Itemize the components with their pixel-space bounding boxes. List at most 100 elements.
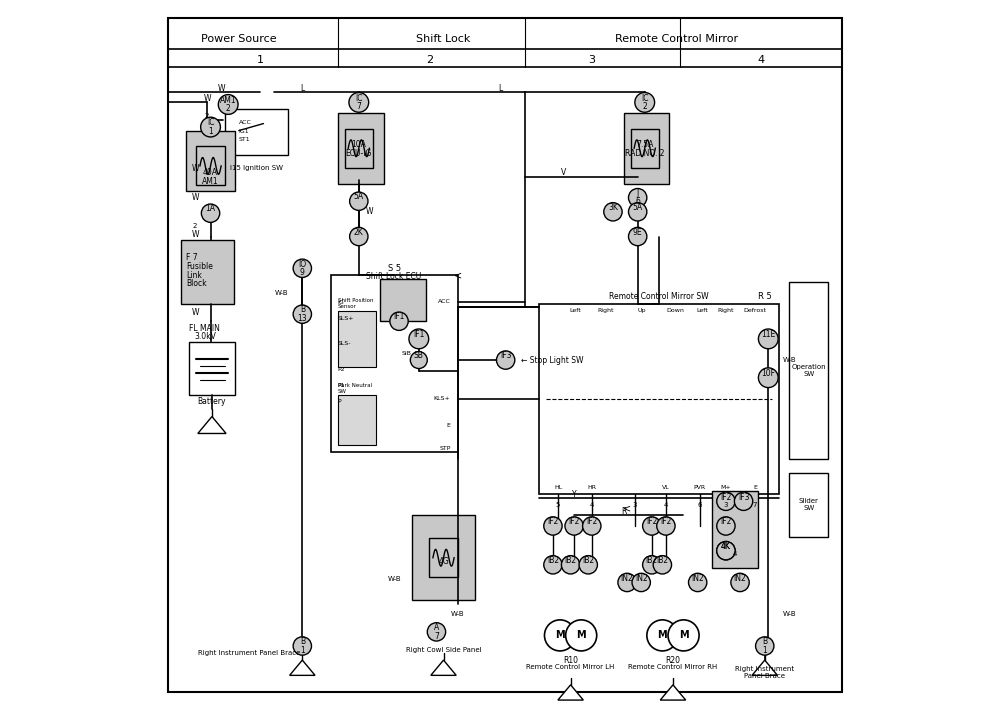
Text: F 7: F 7 [186, 253, 197, 262]
Text: M: M [555, 630, 565, 640]
Circle shape [409, 329, 429, 349]
Text: <: < [454, 270, 462, 280]
Text: IB2: IB2 [656, 556, 668, 565]
Text: 2: 2 [642, 102, 647, 111]
Text: Remote Control Mirror LH: Remote Control Mirror LH [526, 664, 615, 670]
Text: SLS-: SLS- [338, 341, 351, 347]
Circle shape [756, 637, 774, 655]
Text: P1: P1 [338, 383, 345, 388]
Circle shape [293, 637, 311, 655]
Text: ACC: ACC [438, 299, 451, 304]
Text: IF3: IF3 [500, 352, 511, 360]
Text: Shift Position
Sensor: Shift Position Sensor [338, 298, 373, 309]
Text: W: W [191, 308, 199, 316]
Text: IF1: IF1 [413, 330, 424, 339]
Text: KLS+: KLS+ [434, 396, 451, 402]
Text: IF2: IF2 [547, 517, 559, 526]
Text: 4: 4 [589, 502, 594, 508]
Text: 2: 2 [426, 55, 433, 65]
Circle shape [583, 517, 601, 535]
Circle shape [390, 312, 408, 330]
Text: Down: Down [667, 308, 685, 313]
Bar [712, 491, 758, 568]
Text: 40A: 40A [203, 169, 218, 177]
Text: FL MAIN: FL MAIN [189, 324, 220, 333]
Text: 5A: 5A [633, 203, 643, 212]
Bar [196, 146, 225, 185]
Text: AM1: AM1 [202, 177, 219, 186]
Text: W: W [191, 230, 199, 239]
Circle shape [293, 305, 311, 323]
Text: 1: 1 [208, 127, 213, 136]
Text: 4: 4 [664, 502, 668, 508]
Text: Remote Control Mirror SW: Remote Control Mirror SW [609, 292, 709, 301]
Text: 2: 2 [193, 223, 197, 229]
Polygon shape [198, 417, 226, 433]
Text: W-B: W-B [782, 357, 796, 363]
Text: IB2: IB2 [646, 556, 658, 565]
Text: 13: 13 [298, 314, 307, 323]
Circle shape [201, 204, 220, 222]
Text: W-B: W-B [451, 611, 464, 617]
Circle shape [668, 620, 699, 651]
Polygon shape [752, 660, 777, 676]
Circle shape [632, 573, 650, 592]
Text: Shift Lock ECU: Shift Lock ECU [366, 273, 422, 281]
Text: W: W [366, 208, 373, 216]
Text: M: M [679, 630, 688, 640]
Text: IF2: IF2 [646, 517, 657, 526]
Text: E: E [447, 423, 451, 428]
Text: Right Instrument Panel Brace: Right Instrument Panel Brace [198, 650, 301, 656]
Text: 7.5A: 7.5A [636, 140, 653, 149]
Text: 1: 1 [300, 646, 305, 654]
Text: B: B [762, 638, 767, 646]
Bar [338, 113, 384, 184]
Text: IG1: IG1 [239, 128, 249, 134]
Text: 1: 1 [762, 646, 767, 654]
Text: Operation
SW: Operation SW [792, 364, 826, 377]
Text: 2: 2 [205, 114, 209, 119]
Circle shape [653, 556, 672, 574]
Text: IF2: IF2 [660, 517, 672, 526]
Bar [338, 311, 376, 367]
Circle shape [544, 620, 576, 651]
Circle shape [201, 117, 220, 137]
Circle shape [565, 517, 583, 535]
Text: IF2: IF2 [720, 493, 732, 501]
Text: Right Cowl Side Panel: Right Cowl Side Panel [406, 647, 481, 652]
Text: M: M [658, 630, 667, 640]
Text: IB2: IB2 [565, 556, 577, 565]
Text: <: < [623, 503, 631, 513]
Text: Park Neutral
SW: Park Neutral SW [338, 383, 372, 394]
Text: 4K: 4K [721, 542, 731, 551]
Text: PVR: PVR [694, 484, 706, 490]
Text: Fusible: Fusible [186, 263, 213, 271]
Text: R20: R20 [665, 656, 680, 664]
Text: 1: 1 [256, 55, 263, 65]
Circle shape [350, 192, 368, 210]
Circle shape [628, 227, 647, 246]
Text: B: B [300, 306, 305, 314]
Circle shape [618, 573, 636, 592]
Text: ← Stop Light SW: ← Stop Light SW [521, 356, 584, 364]
Bar [225, 109, 288, 155]
Circle shape [628, 203, 647, 221]
Text: Right: Right [718, 308, 734, 313]
Text: Right: Right [598, 308, 614, 313]
Text: ACC: ACC [239, 120, 252, 126]
Text: Right Instrument
Panel Brace: Right Instrument Panel Brace [735, 666, 794, 678]
Bar [631, 128, 659, 167]
Text: W-B: W-B [388, 576, 401, 582]
Bar [331, 275, 458, 452]
Text: RAD NO. 2: RAD NO. 2 [625, 150, 664, 158]
Text: R10: R10 [563, 656, 578, 664]
Text: B: B [300, 638, 305, 646]
Circle shape [561, 556, 580, 574]
Text: Left: Left [696, 308, 708, 313]
Circle shape [647, 620, 678, 651]
Circle shape [717, 517, 735, 535]
Text: VL: VL [662, 484, 670, 490]
Text: Remote Control Mirror: Remote Control Mirror [615, 34, 738, 44]
Text: IN2: IN2 [734, 574, 746, 582]
Text: 5A: 5A [354, 193, 364, 201]
